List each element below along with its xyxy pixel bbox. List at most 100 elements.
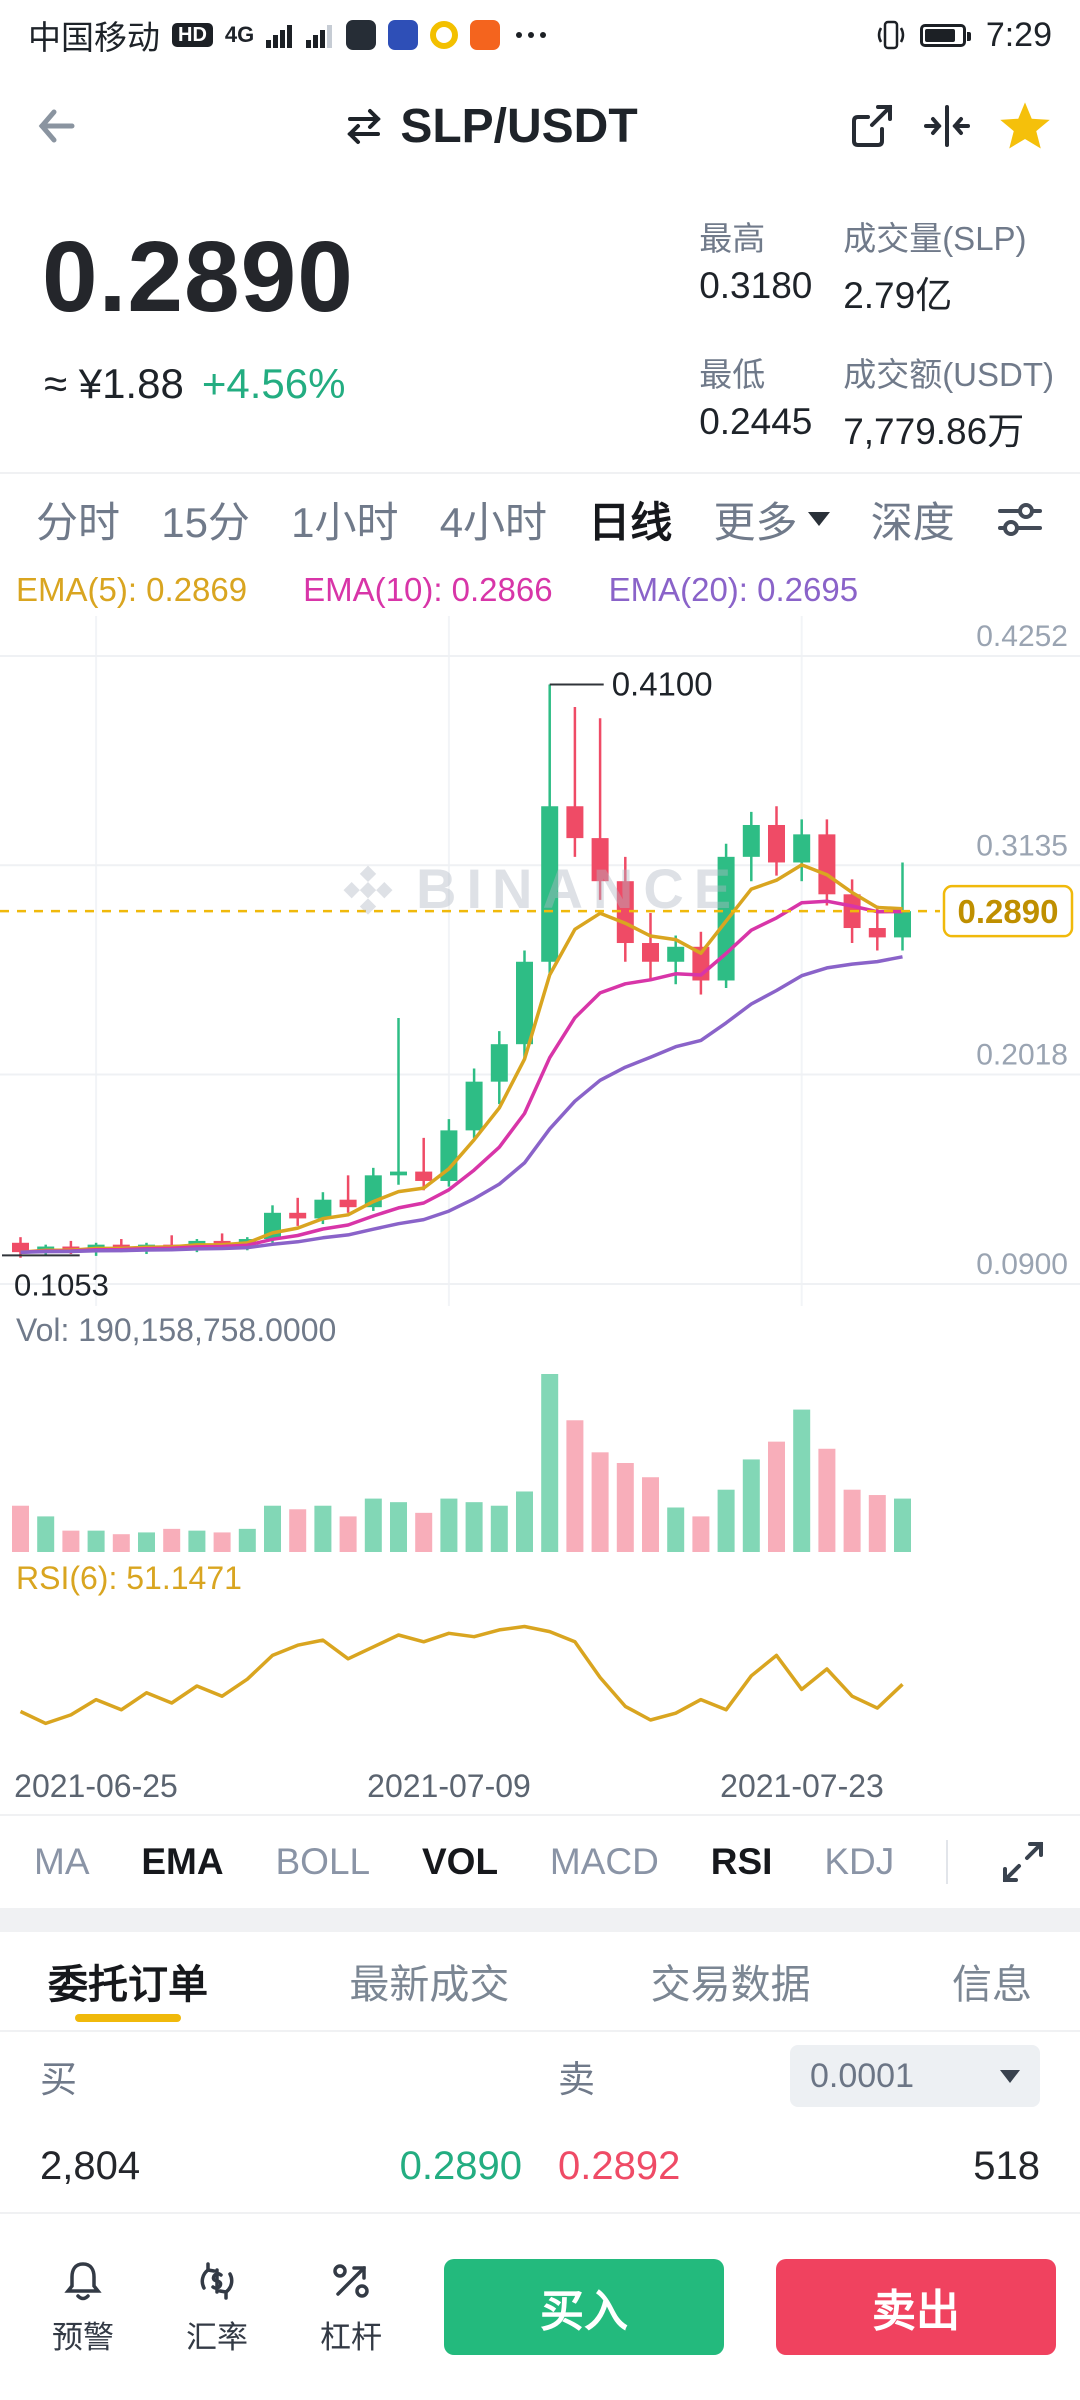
low-label: 最低 xyxy=(699,356,766,393)
sell-button[interactable]: 卖出 xyxy=(776,2259,1056,2355)
ema-legend: EMA(5): 0.2869 EMA(10): 0.2866 EMA(20): … xyxy=(0,564,1080,616)
leverage-tool[interactable]: 杠杆 xyxy=(292,2258,410,2357)
indicator-boll[interactable]: BOLL xyxy=(275,1841,371,1882)
tab-timeframe-realtime[interactable]: 分时 xyxy=(36,498,121,546)
change-percent: +4.56% xyxy=(201,360,346,407)
tab-timeframe-4h[interactable]: 4小时 xyxy=(439,498,548,546)
svg-text:0.4100: 0.4100 xyxy=(612,665,713,702)
exchange-rate-label: 汇率 xyxy=(186,2319,248,2355)
volume-legend: Vol: 190,158,758.0000 xyxy=(16,1311,337,1348)
last-price: 0.2890 xyxy=(42,221,354,333)
compare-kline-icon[interactable] xyxy=(922,101,972,151)
ema5-legend: EMA(5): 0.2869 xyxy=(16,571,248,608)
message-icon xyxy=(346,20,377,50)
svg-text:0.4252: 0.4252 xyxy=(976,620,1068,653)
divider xyxy=(946,1840,949,1884)
price-chart[interactable]: 0.4252 0.3135 0.2018 0.0900 0.2890 0.4100 0.10… xyxy=(0,616,1080,1306)
indicator-rsi[interactable]: RSI xyxy=(710,1841,773,1882)
action-bar: 预警 汇率 杠杆 买入 卖出 xyxy=(0,2212,1080,2400)
svg-text:0.0900: 0.0900 xyxy=(976,1248,1068,1281)
turnover-label: 成交额(USDT) xyxy=(843,356,1054,393)
network-label: 4G xyxy=(224,22,255,47)
exchange-rate-tool[interactable]: 汇率 xyxy=(158,2258,276,2357)
svg-text:0.3135: 0.3135 xyxy=(976,829,1068,862)
app-notification-icon-orange xyxy=(470,20,501,50)
carrier-label: 中国移动 xyxy=(28,19,160,56)
volume-label: 成交量(SLP) xyxy=(843,220,1027,257)
tab-timeframe-1h[interactable]: 1小时 xyxy=(291,498,399,546)
bid-price[interactable]: 0.2890 xyxy=(399,2143,522,2188)
alert-label: 预警 xyxy=(52,2319,114,2355)
precision-value: 0.0001 xyxy=(810,2056,914,2095)
chevron-down-icon xyxy=(807,512,830,526)
svg-text:0.2018: 0.2018 xyxy=(976,1039,1068,1072)
leverage-icon xyxy=(333,2263,369,2298)
volume-value: 2.79亿 xyxy=(843,275,953,316)
indicator-ema[interactable]: EMA xyxy=(141,1841,224,1882)
indicator-bar: MA EMA BOLL VOL MACD RSI KDJ xyxy=(0,1814,1080,1908)
alert-tool[interactable]: 预警 xyxy=(24,2258,142,2357)
back-button[interactable] xyxy=(0,102,140,150)
signal-icon xyxy=(266,22,294,48)
app-notification-icon-yellow xyxy=(430,21,459,49)
section-divider xyxy=(0,1908,1080,1932)
more-notifications-icon xyxy=(516,32,547,38)
favorite-star-icon[interactable] xyxy=(998,100,1052,152)
bell-icon xyxy=(64,2261,102,2300)
bid-quantity: 2,804 xyxy=(40,2143,141,2188)
timeframe-bar: 分时 15分 1小时 4小时 日线 更多 深度 xyxy=(0,472,1080,564)
sell-column-label: 卖 xyxy=(558,2059,595,2100)
status-bar: 中国移动 HD 4G 7:29 xyxy=(0,0,1080,70)
indicator-ma[interactable]: MA xyxy=(34,1841,90,1882)
swap-pair-icon[interactable] xyxy=(342,106,386,146)
buy-column-label: 买 xyxy=(40,2059,77,2100)
turnover-value: 7,779.86万 xyxy=(843,411,1025,452)
volume-chart[interactable] xyxy=(0,1354,1080,1554)
leverage-label: 杠杆 xyxy=(320,2319,382,2355)
fiat-value: ≈ ¥1.88 xyxy=(44,360,184,407)
panel-tab-bar: 委托订单 最新成交 交易数据 信息 xyxy=(0,1932,1080,2032)
candlestick-canvas[interactable]: 0.4252 0.3135 0.2018 0.0900 0.2890 0.4100 0.10… xyxy=(0,616,1080,1306)
tab-latest-trades[interactable]: 最新成交 xyxy=(349,1963,510,2007)
svg-text:0.2890: 0.2890 xyxy=(958,893,1059,930)
signal-icon-2 xyxy=(306,22,334,48)
hd-badge: HD xyxy=(172,23,213,47)
battery-icon xyxy=(919,23,971,47)
tab-depth[interactable]: 深度 xyxy=(870,498,955,546)
fullscreen-icon[interactable] xyxy=(1000,1839,1046,1885)
ticker-panel: 0.2890 ≈ ¥1.88 +4.56% 最高 成交量(SLP) 0.3180… xyxy=(0,182,1080,472)
stats-grid: 最高 成交量(SLP) 0.3180 2.79亿 最低 成交额(USDT) 0.… xyxy=(699,212,1054,455)
indicator-macd[interactable]: MACD xyxy=(549,1841,659,1882)
app-notification-icon-blue xyxy=(388,20,419,50)
tab-open-orders[interactable]: 委托订单 xyxy=(48,1932,208,2030)
exchange-rate-icon xyxy=(200,2261,234,2300)
date-tick-1: 2021-06-25 xyxy=(14,1768,178,1804)
date-tick-2: 2021-07-09 xyxy=(367,1768,531,1804)
buy-button[interactable]: 买入 xyxy=(444,2259,724,2355)
more-label: 更多 xyxy=(713,498,798,546)
header: SLP/USDT xyxy=(0,70,1080,182)
high-value: 0.3180 xyxy=(699,265,813,306)
orderbook-row[interactable]: 2,804 0.2890 0.2892 518 xyxy=(0,2120,1080,2212)
ema20-legend: EMA(20): 0.2695 xyxy=(608,571,859,608)
tab-timeframe-15m[interactable]: 15分 xyxy=(161,498,250,546)
svg-text:0.1053: 0.1053 xyxy=(14,1267,109,1302)
low-value: 0.2445 xyxy=(699,401,813,442)
tab-info[interactable]: 信息 xyxy=(951,1963,1032,2007)
ask-price[interactable]: 0.2892 xyxy=(558,2143,681,2188)
tab-timeframe-1d[interactable]: 日线 xyxy=(588,498,673,546)
precision-dropdown[interactable]: 0.0001 xyxy=(790,2045,1040,2107)
clock: 7:29 xyxy=(985,15,1052,54)
tab-trading-data[interactable]: 交易数据 xyxy=(650,1963,811,2007)
chart-settings-icon[interactable] xyxy=(996,498,1044,540)
rsi-legend: RSI(6): 51.1471 xyxy=(16,1559,242,1596)
share-icon[interactable] xyxy=(846,101,896,151)
more-timeframes-button[interactable]: 更多 xyxy=(713,489,830,550)
vibrate-icon xyxy=(874,18,908,52)
ask-quantity: 518 xyxy=(973,2143,1040,2188)
indicator-kdj[interactable]: KDJ xyxy=(824,1841,895,1882)
rsi-chart[interactable] xyxy=(0,1602,1080,1762)
ema10-legend: EMA(10): 0.2866 xyxy=(303,571,553,608)
indicator-vol[interactable]: VOL xyxy=(421,1841,499,1882)
